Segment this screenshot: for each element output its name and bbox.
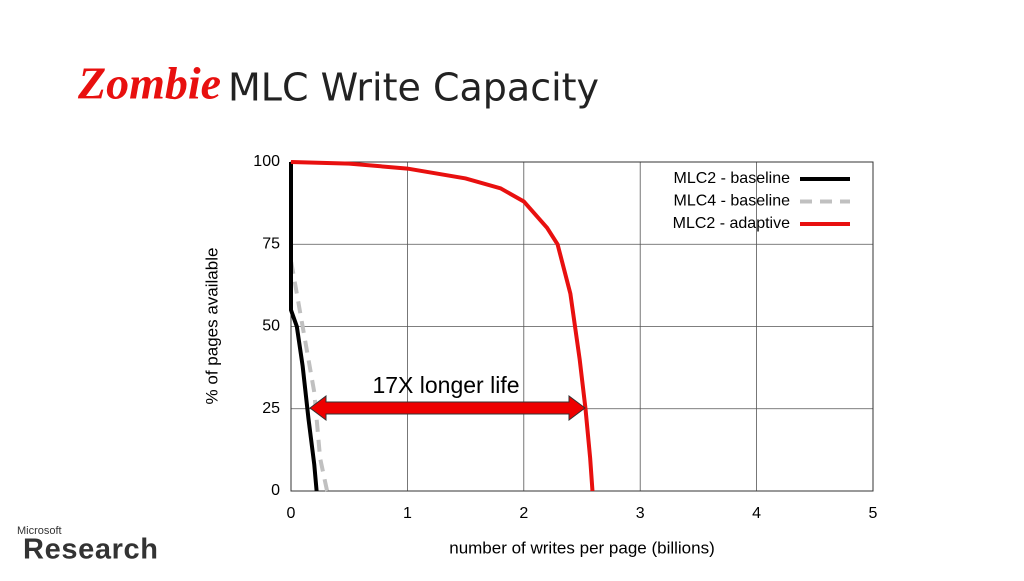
slide-title: MLC Write Capacity [228, 66, 599, 110]
arrow [309, 395, 586, 421]
y-tick-label: 25 [262, 400, 280, 417]
legend-label: MLC2 - adaptive [673, 215, 790, 232]
y-tick-label: 75 [262, 235, 280, 252]
x-tick-label: 3 [636, 505, 645, 522]
x-tick-label: 2 [519, 505, 528, 522]
series-line [289, 162, 319, 492]
plot: 0 25 50 75 100 0 1 2 3 4 5 MLC2 - baseline MLC4 - ba… [253, 153, 877, 522]
title-highlight: Zombie [77, 58, 221, 109]
y-tick-label: 100 [253, 153, 280, 170]
logo-large: Research [23, 534, 158, 566]
y-axis-label: % of pages available [202, 248, 221, 405]
x-tick-label: 4 [752, 505, 761, 522]
y-tick-label: 50 [262, 318, 280, 335]
series-line [290, 160, 595, 492]
x-tick-label: 0 [287, 505, 296, 522]
plot-frame [290, 161, 874, 492]
legend-label: MLC4 - baseline [674, 193, 791, 210]
x-tick-label: 1 [403, 505, 412, 522]
x-tick-label: 5 [869, 505, 878, 522]
annotation: 17X longer life [372, 372, 519, 398]
x-axis-label: number of writes per page (billions) [449, 538, 715, 557]
logo-small: Microsoft [17, 525, 62, 537]
legend-label: MLC2 - baseline [674, 170, 791, 187]
y-tick-label: 0 [271, 482, 280, 499]
